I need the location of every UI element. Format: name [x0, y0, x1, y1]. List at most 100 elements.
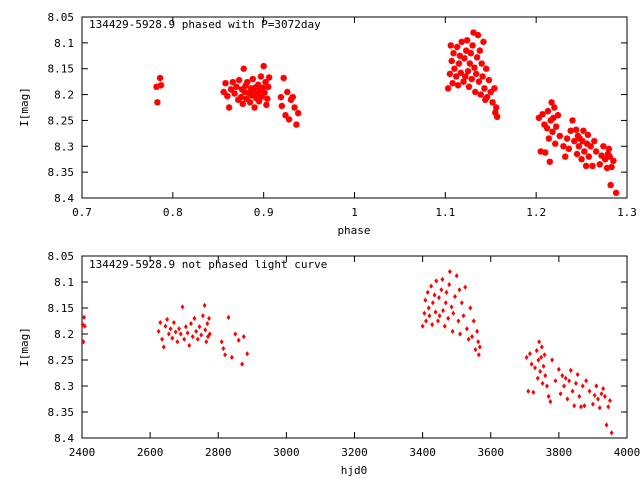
- data-point: [481, 85, 488, 92]
- x-tick-label: 3400: [409, 446, 436, 459]
- data-point: [240, 361, 245, 367]
- data-point: [252, 84, 259, 91]
- data-point: [453, 43, 461, 51]
- y-axis-label: I[mag]: [18, 87, 31, 127]
- data-point: [579, 137, 586, 145]
- data-point: [280, 74, 287, 82]
- data-point: [160, 336, 164, 342]
- data-point: [562, 383, 566, 389]
- data-point: [584, 378, 589, 384]
- data-point: [197, 324, 202, 330]
- data-point: [450, 328, 455, 334]
- data-point: [202, 302, 207, 308]
- data-point: [543, 373, 548, 379]
- data-point: [430, 322, 435, 328]
- data-point: [539, 344, 544, 350]
- data-point: [540, 380, 545, 386]
- data-point: [470, 29, 477, 36]
- data-point: [285, 116, 293, 123]
- data-point: [570, 388, 575, 394]
- x-tick-label: 0.8: [163, 206, 183, 219]
- data-point: [475, 328, 480, 334]
- y-tick-label: 8.15: [48, 302, 75, 315]
- data-point: [480, 38, 487, 46]
- x-tick-label: 3600: [478, 446, 505, 459]
- data-point: [237, 93, 245, 101]
- y-tick-label: 8.4: [54, 192, 74, 205]
- data-point: [563, 375, 568, 381]
- data-point: [224, 92, 231, 100]
- data-point: [451, 65, 458, 72]
- data-point: [82, 323, 87, 329]
- data-point: [248, 92, 256, 99]
- data-point: [572, 126, 580, 133]
- data-point: [538, 368, 543, 375]
- data-point: [220, 88, 227, 96]
- y-tick-label: 8.35: [48, 406, 75, 419]
- data-point: [247, 85, 255, 92]
- data-point: [233, 331, 238, 337]
- data-point: [548, 399, 553, 405]
- data-point: [277, 93, 285, 101]
- data-point: [200, 313, 205, 319]
- data-point: [606, 404, 611, 410]
- data-point: [204, 339, 209, 345]
- data-point: [573, 380, 578, 386]
- plot-frame: [81, 16, 628, 199]
- data-point: [491, 85, 498, 92]
- data-point: [560, 143, 567, 150]
- data-point: [154, 99, 161, 106]
- data-point: [558, 391, 563, 397]
- data-point: [231, 90, 238, 97]
- data-point: [170, 335, 175, 341]
- data-point: [436, 318, 440, 324]
- y-tick-label: 8.3: [54, 380, 74, 393]
- data-point: [245, 351, 250, 357]
- data-point: [206, 334, 210, 340]
- data-point: [447, 269, 452, 275]
- data-point: [222, 79, 229, 87]
- data-point: [244, 78, 251, 86]
- data-point: [257, 73, 265, 80]
- data-point: [446, 70, 454, 78]
- data-point: [470, 334, 474, 340]
- y-tick-label: 8.05: [48, 250, 75, 263]
- x-tick-label: 1.3: [617, 206, 637, 219]
- x-tick-label: 4000: [614, 446, 640, 459]
- data-point: [473, 347, 478, 353]
- data-point: [546, 158, 553, 165]
- data-point: [582, 162, 590, 170]
- data-point: [158, 319, 163, 326]
- data-point: [537, 148, 544, 155]
- data-point: [468, 75, 475, 83]
- data-point: [245, 89, 253, 97]
- y-axis-label: I[mag]: [18, 327, 31, 367]
- data-point: [443, 300, 448, 306]
- data-point: [457, 287, 462, 293]
- data-point: [255, 81, 262, 88]
- y-tick-label: 8.1: [54, 37, 74, 50]
- data-point: [243, 95, 250, 102]
- y-tick-label: 8.15: [48, 63, 75, 76]
- data-point: [199, 332, 204, 338]
- y-tick-label: 8.3: [54, 140, 74, 153]
- data-point: [464, 68, 472, 75]
- data-point: [606, 153, 613, 160]
- data-point: [581, 148, 588, 155]
- data-point: [450, 50, 457, 57]
- data-point: [175, 339, 180, 345]
- data-point: [261, 89, 268, 96]
- y-tick-label: 8.05: [48, 11, 75, 24]
- plot-title: 134429-5928.9 not phased light curve: [89, 258, 327, 271]
- data-point: [608, 163, 615, 171]
- data-point: [251, 104, 258, 111]
- data-point: [601, 386, 606, 392]
- data-point: [236, 337, 241, 343]
- data-point: [591, 137, 598, 145]
- data-point: [583, 140, 591, 147]
- data-point: [256, 87, 264, 94]
- data-point: [565, 145, 573, 153]
- data-point: [205, 321, 210, 327]
- data-point: [556, 132, 563, 140]
- data-point: [168, 326, 173, 332]
